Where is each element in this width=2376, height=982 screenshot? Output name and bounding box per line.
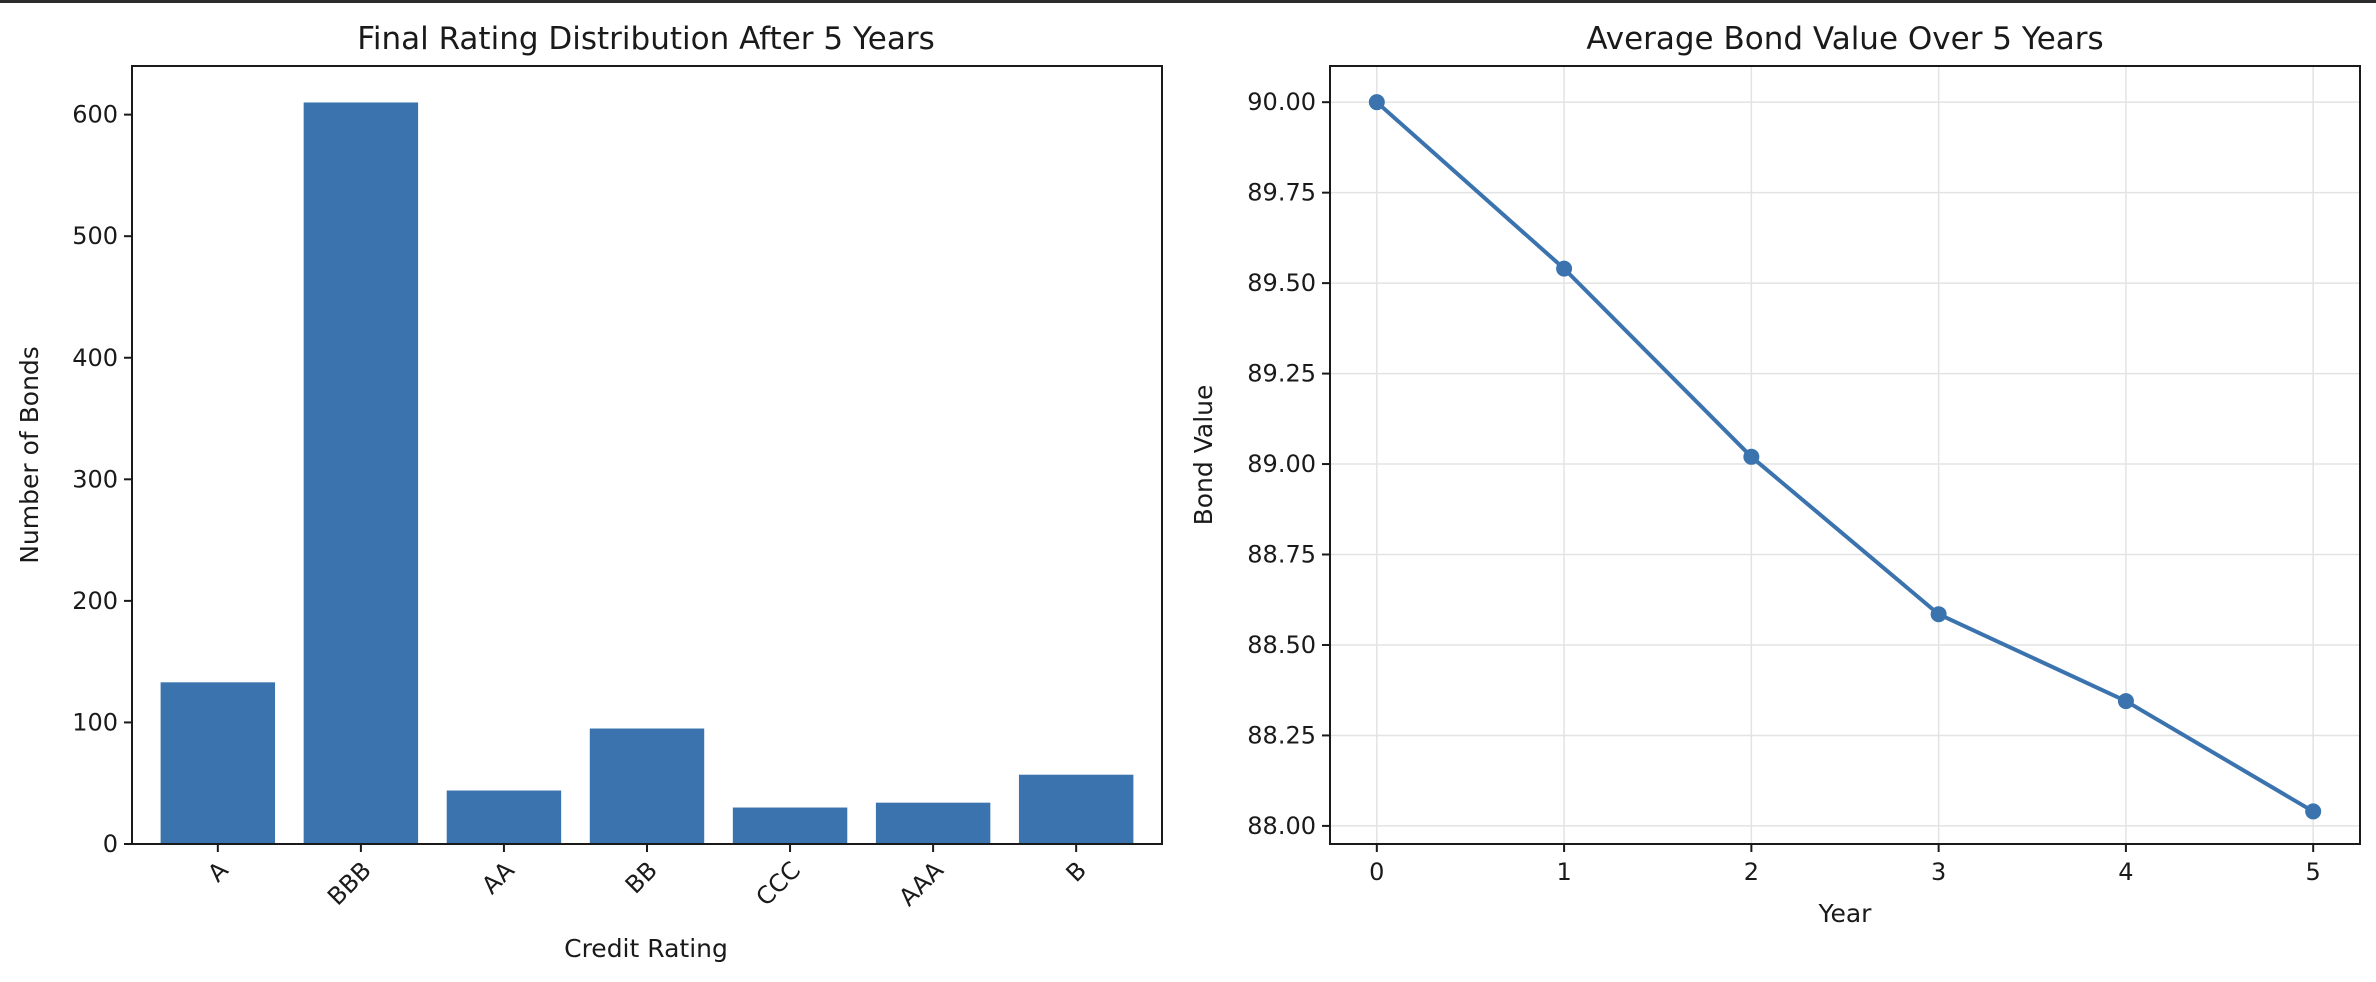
y-tick-label: 300 <box>72 465 118 493</box>
y-tick-label: 89.50 <box>1247 269 1316 297</box>
bar-chart-x-axis-label: Credit Rating <box>564 934 728 963</box>
top-border <box>0 0 2376 3</box>
line-chart-grid <box>1330 66 2360 844</box>
x-tick-label-aaa: AAA <box>893 856 949 912</box>
line-chart-title: Average Bond Value Over 5 Years <box>1586 21 2103 57</box>
x-tick-label: 5 <box>2306 858 2321 886</box>
y-tick-label: 90.00 <box>1247 88 1316 116</box>
y-tick-label: 0 <box>103 830 118 858</box>
bond-value-line <box>1375 100 2315 814</box>
y-tick-label: 100 <box>72 708 118 736</box>
bar-chart-plot-frame <box>131 65 1163 845</box>
y-tick-label: 89.00 <box>1247 450 1316 478</box>
bar-chart-title: Final Rating Distribution After 5 Years <box>357 21 934 57</box>
x-tick-label: 0 <box>1369 858 1384 886</box>
bar-bb <box>589 728 705 844</box>
line-chart: Average Bond Value Over 5 Years 88.0088.… <box>1189 21 2361 928</box>
line-chart-x-axis-label: Year <box>1818 899 1873 928</box>
line-chart-ticks: 88.00 88.25 88.50 88.75 89.00 89.25 89.50 89.75… <box>1247 88 2321 886</box>
y-tick-label: 88.75 <box>1247 541 1316 569</box>
bond-value-point-year-0 <box>1368 94 1385 111</box>
x-tick-label: 4 <box>2118 858 2133 886</box>
line-chart-y-axis-label: Bond Value <box>1189 385 1218 526</box>
bar-chart-marks <box>160 102 1134 844</box>
x-tick-label-b: B <box>1061 856 1092 887</box>
bar-chart-y-axis-label: Number of Bonds <box>15 346 44 564</box>
x-tick-label: 1 <box>1556 858 1571 886</box>
y-tick-label: 200 <box>72 587 118 615</box>
bond-value-point-year-4 <box>2117 693 2134 710</box>
y-tick-label: 600 <box>72 101 118 129</box>
y-tick-label: 89.75 <box>1247 179 1316 207</box>
x-tick-label-ccc: CCC <box>751 856 806 911</box>
y-tick-label: 88.50 <box>1247 631 1316 659</box>
y-tick-label: 89.25 <box>1247 360 1316 388</box>
line-chart-plot-frame <box>1329 65 2361 845</box>
bond-value-point-year-5 <box>2305 803 2322 820</box>
bond-value-point-year-2 <box>1743 448 1760 465</box>
x-tick-label: 2 <box>1744 858 1759 886</box>
y-tick-label: 400 <box>72 344 118 372</box>
x-tick-label-aa: AA <box>476 856 520 900</box>
y-tick-label: 500 <box>72 222 118 250</box>
bar-ccc <box>732 807 848 844</box>
x-tick-label: 3 <box>1931 858 1946 886</box>
bar-a <box>160 682 276 844</box>
x-tick-label-a: A <box>202 856 234 888</box>
line-chart-marks <box>1368 94 2322 820</box>
bar-aaa <box>875 802 991 844</box>
bar-aa <box>446 790 562 844</box>
bond-value-point-year-1 <box>1556 260 1573 277</box>
y-tick-label: 88.25 <box>1247 721 1316 749</box>
bond-value-point-year-3 <box>1930 606 1947 623</box>
x-tick-label-bbb: BBB <box>322 856 377 911</box>
bar-b <box>1018 774 1134 844</box>
bar-chart: Final Rating Distribution After 5 Years … <box>15 21 1163 963</box>
x-tick-label-bb: BB <box>620 856 663 899</box>
y-tick-label: 88.00 <box>1247 812 1316 840</box>
bar-bbb <box>303 102 419 844</box>
